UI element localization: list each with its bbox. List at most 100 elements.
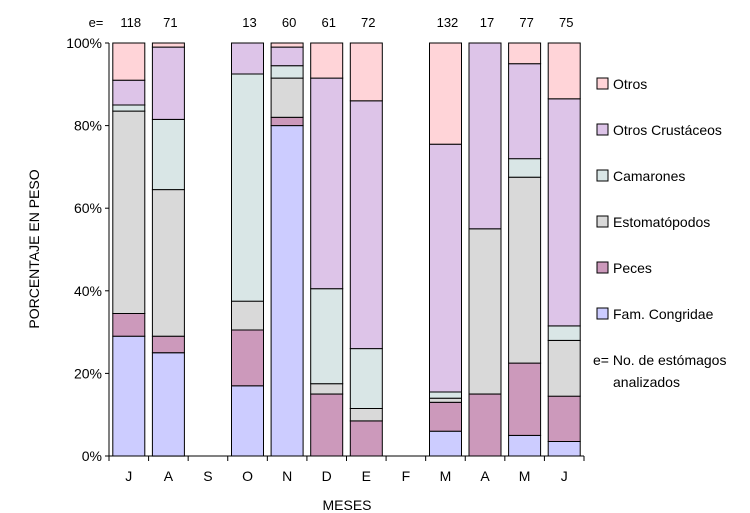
bar-segment-2-4	[151, 118, 185, 191]
sample-size-label: 60	[282, 15, 296, 30]
bar-segment-6-3	[310, 383, 344, 395]
x-tick-label: S	[203, 468, 212, 484]
bar-segment-7-4	[349, 348, 383, 410]
bar-segment-11-2	[508, 362, 542, 436]
bar-segment-6-2	[310, 393, 344, 457]
bar-segment-7-5	[349, 100, 383, 350]
legend-label: Camarones	[613, 168, 685, 184]
sample-size-label: 75	[559, 15, 573, 30]
y-tick-label: 20%	[74, 365, 102, 381]
x-tick-label: O	[242, 468, 253, 484]
bar-segment-4-4	[231, 73, 264, 302]
bar-segment-1-4	[112, 104, 146, 112]
bar-segment-1-6	[112, 42, 146, 81]
y-tick-label: 60%	[74, 200, 102, 216]
legend: Otros Otros Crustáceos Camarones Estomatópo…	[593, 76, 726, 390]
bar-segment-2-1	[151, 352, 185, 457]
legend-label: Estomatópodos	[613, 214, 710, 230]
x-tick-label: D	[322, 468, 332, 484]
x-tick-label: E	[362, 468, 371, 484]
legend-swatch	[596, 123, 609, 136]
bar-segment-1-5	[112, 79, 146, 106]
bar-segment-4-5	[231, 42, 264, 75]
legend-note-line-1: e= No. de estómagos	[593, 352, 726, 368]
bar-segment-4-3	[231, 300, 264, 331]
x-tick-label: A	[480, 468, 490, 484]
bar-segment-12-5	[547, 98, 581, 327]
bar-segment-10-5	[468, 42, 502, 230]
sample-size-label: 118	[120, 15, 141, 30]
x-tick-label: M	[519, 468, 531, 484]
x-tick-label: F	[402, 468, 411, 484]
y-tick-label: 100%	[66, 35, 102, 51]
sample-size-labels: 118 71 13 60 61 72 132 17 77 75 e=	[89, 15, 574, 30]
sample-size-label: 72	[361, 15, 375, 30]
bar-segment-9-3	[429, 397, 462, 403]
bar-stacks	[112, 42, 581, 457]
legend-label: Otros	[613, 76, 647, 92]
x-tick-label: A	[164, 468, 174, 484]
sample-size-label: 17	[480, 15, 494, 30]
bar-segment-4-1	[231, 385, 264, 457]
x-tick-label: N	[282, 468, 292, 484]
bar-segment-5-5	[270, 46, 304, 67]
bar-segment-5-4	[270, 65, 304, 79]
bar-segment-5-1	[270, 125, 304, 457]
bar-segment-12-4	[547, 325, 581, 341]
x-tick-label: J	[125, 468, 132, 484]
bar-segment-2-6	[151, 42, 185, 48]
bar-segment-9-5	[429, 143, 462, 393]
bar-segment-2-2	[151, 335, 185, 354]
bar-segment-5-2	[270, 116, 304, 127]
legend-swatch	[596, 215, 609, 228]
bar-segment-6-6	[310, 42, 344, 79]
bar-segment-11-1	[508, 434, 542, 457]
legend-label: Peces	[613, 260, 652, 276]
bar-segment-4-2	[231, 329, 264, 387]
bar-segment-7-3	[349, 408, 383, 422]
bar-segment-12-6	[547, 42, 581, 100]
y-tick-label: 80%	[74, 118, 102, 134]
sample-size-label: 13	[242, 15, 256, 30]
bar-segment-12-3	[547, 339, 581, 397]
legend-swatch	[596, 169, 609, 182]
legend-note-line-2: analizados	[613, 374, 680, 390]
sample-size-label: 61	[321, 15, 335, 30]
bar-segment-1-2	[112, 313, 146, 337]
x-tick-label: M	[440, 468, 452, 484]
bar-segment-2-3	[151, 189, 185, 337]
bar-segment-11-5	[508, 63, 542, 160]
sample-size-label: 71	[163, 15, 177, 30]
bar-segment-10-3	[468, 228, 502, 395]
legend-label: Otros Crustáceos	[613, 122, 722, 138]
bar-segment-9-2	[429, 401, 462, 432]
bar-segment-7-6	[349, 42, 383, 102]
bar-segment-5-6	[270, 42, 304, 48]
x-tick-label: J	[561, 468, 568, 484]
y-tick-label: 40%	[74, 283, 102, 299]
bar-segment-1-3	[112, 110, 146, 314]
legend-swatch	[596, 77, 609, 90]
bar-segment-1-1	[112, 335, 146, 457]
bar-segment-2-5	[151, 46, 185, 120]
bar-segment-9-6	[429, 42, 462, 145]
bar-segment-11-4	[508, 158, 542, 178]
bar-segment-9-4	[429, 391, 462, 399]
y-axis-title: PORCENTAJE EN PESO	[26, 169, 42, 328]
legend-swatch	[596, 307, 609, 320]
legend-label: Fam. Congridae	[613, 306, 714, 322]
legend-swatch	[596, 261, 609, 274]
bar-segment-6-4	[310, 288, 344, 385]
bar-segment-10-2	[468, 393, 502, 457]
bar-segment-5-3	[270, 77, 304, 118]
sample-size-prefix: e=	[89, 15, 104, 30]
bar-segment-12-1	[547, 441, 581, 457]
bar-segment-12-2	[547, 395, 581, 443]
bar-segment-9-1	[429, 430, 462, 457]
y-tick-label: 0%	[82, 448, 102, 464]
bar-segment-7-2	[349, 420, 383, 457]
x-axis-title: MESES	[322, 497, 371, 513]
sample-size-label: 132	[437, 15, 459, 30]
